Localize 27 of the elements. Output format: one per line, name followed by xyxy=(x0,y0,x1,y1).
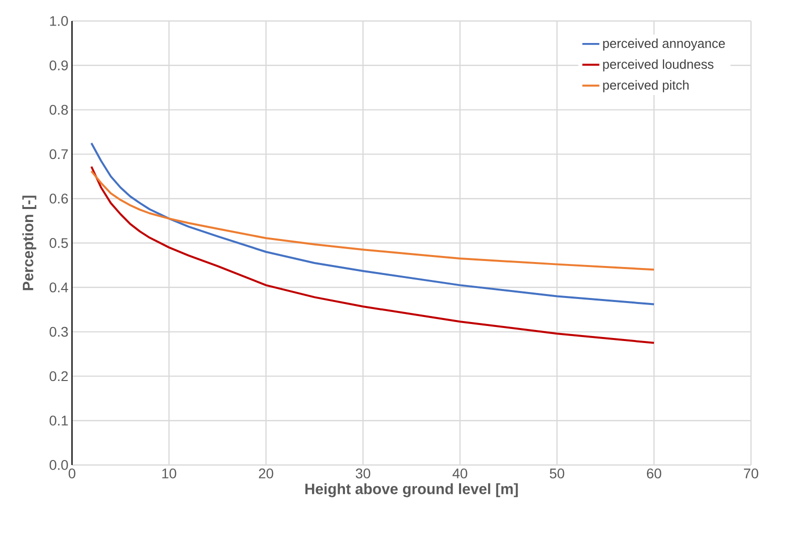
x-tick-label: 30 xyxy=(356,468,370,478)
x-tick-label: 10 xyxy=(162,468,176,478)
x-tick-label: 70 xyxy=(744,468,758,478)
y-tick-label: 0.1 xyxy=(50,416,68,426)
y-tick-label: 0.8 xyxy=(50,104,68,115)
y-tick-label: 0.6 xyxy=(50,194,68,204)
y-tick-label: 0.2 xyxy=(50,371,68,382)
y-tick-label: 0.3 xyxy=(50,326,68,337)
y-tick-label: 0.4 xyxy=(50,282,68,292)
x-axis-title: Height above ground level [m] xyxy=(305,483,518,498)
x-tick-label: 0 xyxy=(68,468,76,478)
y-tick-label: 0.0 xyxy=(50,460,68,470)
x-tick-label: 40 xyxy=(452,468,468,478)
y-tick-label: 0.5 xyxy=(50,238,68,248)
y-axis-title: Perception [-] xyxy=(22,196,36,290)
legend-label: perceived annoyance xyxy=(603,38,725,51)
line-series xyxy=(90,142,656,306)
x-tick-label: 20 xyxy=(258,468,274,478)
x-tick-label: 60 xyxy=(646,468,662,478)
y-tick-label: 1.0 xyxy=(50,16,68,26)
y-tick-label: 0.7 xyxy=(50,149,68,160)
y-tick-label: 0.9 xyxy=(50,60,68,70)
line-series xyxy=(90,166,656,344)
legend-label: perceived loudness xyxy=(603,59,714,72)
x-tick-label: 50 xyxy=(550,468,564,478)
legend-label: perceived pitch xyxy=(603,80,689,92)
line-series xyxy=(90,170,656,271)
